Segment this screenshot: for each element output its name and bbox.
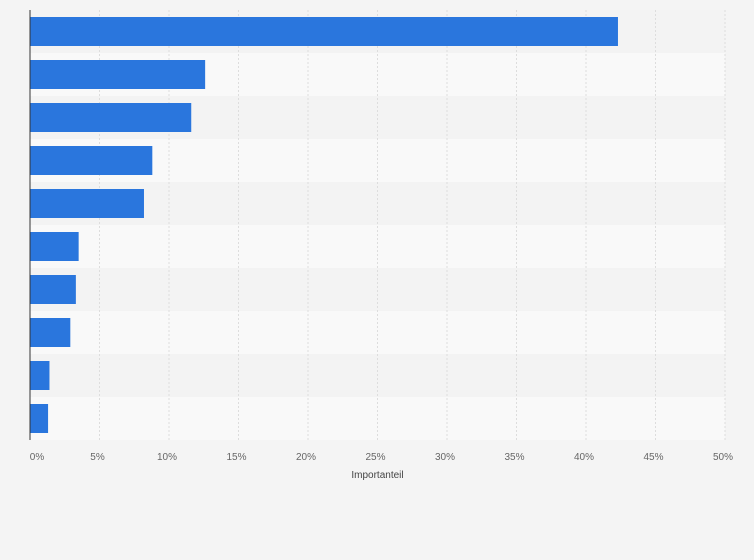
x-tick-labels: 0% 5% 10% 15% 20% 25% 30% 35% 40% 45% 50% [30, 452, 733, 463]
x-tick-label: 25% [365, 452, 385, 463]
bar [30, 146, 153, 175]
bar [30, 404, 49, 433]
bar [30, 60, 206, 89]
x-tick-label: 45% [643, 452, 663, 463]
x-tick-label: 35% [504, 452, 524, 463]
bars [30, 17, 618, 433]
x-tick-label: 0% [30, 452, 45, 463]
bar [30, 361, 50, 390]
x-tick-label: 30% [435, 452, 455, 463]
bar [30, 103, 192, 132]
x-tick-label: 15% [226, 452, 246, 463]
x-tick-label: 20% [296, 452, 316, 463]
bar [30, 318, 71, 347]
bar [30, 232, 79, 261]
x-tick-label: 5% [90, 452, 105, 463]
x-axis-title: Importanteil [351, 470, 403, 481]
x-tick-label: 40% [574, 452, 594, 463]
bar [30, 275, 76, 304]
x-tick-label: 50% [713, 452, 733, 463]
x-tick-label: 10% [157, 452, 177, 463]
bar [30, 189, 144, 218]
bar [30, 17, 618, 46]
